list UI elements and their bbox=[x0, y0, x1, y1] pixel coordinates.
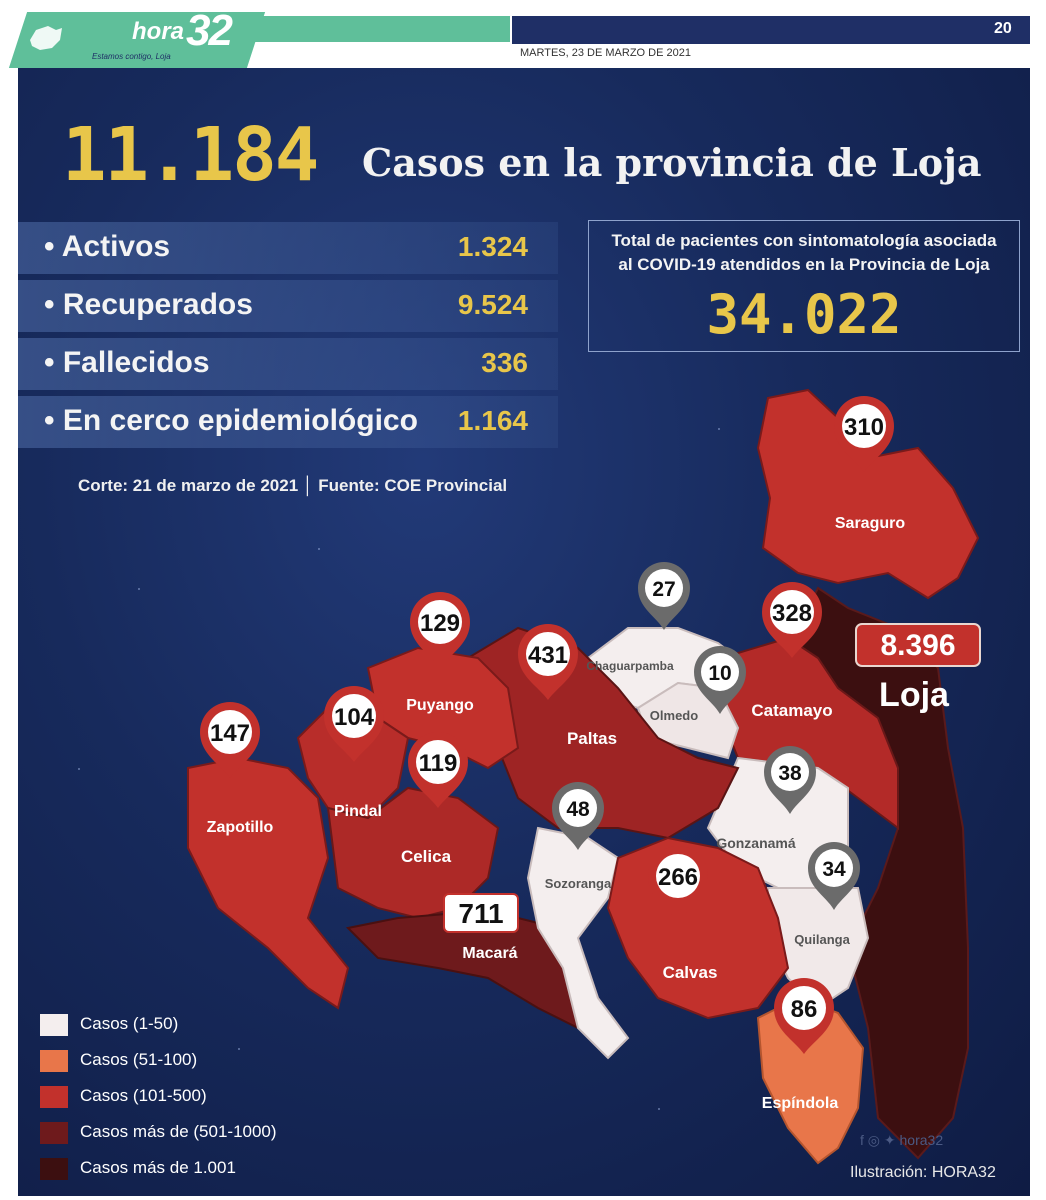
region-zapotillo bbox=[187, 756, 350, 1010]
pin-count: 147 bbox=[210, 720, 250, 747]
symptomatic-total-caption: Total de pacientes con sintomatología as… bbox=[589, 229, 1019, 277]
pin-count: 104 bbox=[334, 704, 375, 731]
pin-sozoranga: 48 bbox=[552, 782, 604, 850]
pin-count: 328 bbox=[772, 600, 812, 627]
legend-label: Casos (101-500) bbox=[80, 1086, 207, 1105]
pin-count: 27 bbox=[652, 578, 675, 601]
pin-chaguarpamba: 27 bbox=[638, 562, 690, 630]
page-number: 20 bbox=[994, 20, 1012, 37]
pin-calvas: 266 bbox=[648, 846, 708, 922]
macara-count-badge bbox=[443, 893, 519, 933]
pin-count: 310 bbox=[844, 414, 884, 441]
loja-count: 8.396 bbox=[880, 629, 955, 662]
issue-date: MARTES, 23 DE MARZO DE 2021 bbox=[520, 47, 691, 59]
stat-label: • Recuperados bbox=[44, 288, 253, 321]
logo-tagline: Estamos contigo, Loja bbox=[92, 52, 171, 61]
pin-puyango: 129 bbox=[410, 592, 470, 668]
label-calvas: Calvas bbox=[663, 963, 718, 982]
headline-title: Casos en la provincia de Loja bbox=[362, 140, 982, 185]
pin-count: 86 bbox=[791, 996, 818, 1023]
legend-label: Casos (51-100) bbox=[80, 1050, 198, 1069]
label-sozoranga: Sozoranga bbox=[545, 876, 612, 891]
legend-swatch bbox=[40, 1158, 68, 1180]
pin-count: 431 bbox=[528, 642, 568, 669]
pin-count: 119 bbox=[419, 750, 458, 777]
pin-count: 266 bbox=[658, 864, 698, 891]
stat-row-epidemiological-fence: • En cerco epidemiológico 1.164 bbox=[18, 396, 558, 448]
stat-value: 1.164 bbox=[457, 405, 528, 436]
legend-label: Casos más de 1.001 bbox=[80, 1158, 236, 1177]
macara-count: 711 bbox=[458, 898, 503, 929]
pin-count: 48 bbox=[566, 798, 590, 821]
label-macara: Macará bbox=[462, 945, 517, 962]
social-handle-text: hora32 bbox=[899, 1132, 944, 1148]
label-pindal: Pindal bbox=[334, 803, 382, 820]
loja-map-icon bbox=[30, 26, 62, 50]
loja-count-badge bbox=[855, 623, 981, 667]
social-handle: f ◎ ✦ hora32 bbox=[860, 1132, 943, 1149]
social-icons: f ◎ ✦ bbox=[860, 1132, 900, 1148]
label-zapotillo: Zapotillo bbox=[207, 819, 274, 836]
logo-32: 32 bbox=[186, 6, 233, 55]
caption-line-2: al COVID-19 atendidos en la Provincia de… bbox=[618, 255, 990, 274]
stat-label: • Activos bbox=[44, 230, 171, 263]
stat-label: • Fallecidos bbox=[44, 346, 210, 379]
legend-label: Casos más de (501-1000) bbox=[80, 1122, 277, 1141]
masthead-green-stripe bbox=[240, 16, 510, 42]
label-loja: Loja bbox=[879, 676, 950, 714]
pin-pindal: 104 bbox=[324, 686, 384, 762]
source-footnote: Corte: 21 de marzo de 2021 │ Fuente: COE… bbox=[78, 476, 508, 495]
label-catamayo: Catamayo bbox=[751, 701, 832, 720]
stat-value: 1.324 bbox=[457, 231, 528, 262]
legend-label: Casos (1-50) bbox=[80, 1014, 179, 1033]
label-quilanga: Quilanga bbox=[794, 932, 850, 947]
legend-swatch bbox=[40, 1014, 68, 1036]
pin-gonzanama: 38 bbox=[764, 746, 816, 814]
label-celica: Celica bbox=[401, 847, 452, 866]
label-gonzanama: Gonzanamá bbox=[716, 835, 796, 851]
caption-line-1: Total de pacientes con sintomatología as… bbox=[611, 231, 997, 250]
region-celica bbox=[326, 786, 500, 920]
pin-count: 10 bbox=[708, 662, 731, 685]
pin-saraguro: 310 bbox=[834, 396, 894, 472]
stat-value: 336 bbox=[481, 347, 528, 378]
masthead-blue-bar bbox=[512, 16, 1030, 44]
label-olmedo: Olmedo bbox=[650, 708, 698, 723]
label-puyango: Puyango bbox=[406, 697, 474, 714]
loja-province-map: Saraguro Chaguarpamba Olmedo Catamayo Pa… bbox=[187, 388, 981, 1165]
masthead: hora 32 Estamos contigo, Loja 20 MARTES,… bbox=[0, 0, 1046, 68]
pin-espindola: 86 bbox=[774, 978, 834, 1054]
pin-catamayo: 328 bbox=[762, 582, 822, 658]
pin-celica: 119 bbox=[408, 732, 468, 808]
stat-row-active: • Activos 1.324 bbox=[18, 222, 558, 274]
pin-count: 129 bbox=[420, 610, 460, 637]
symptomatic-total-number: 34.022 bbox=[706, 283, 902, 346]
total-cases-number: 11.184 bbox=[62, 112, 319, 198]
label-saraguro: Saraguro bbox=[835, 515, 905, 532]
pin-quilanga: 34 bbox=[808, 842, 860, 910]
stat-value: 9.524 bbox=[457, 289, 528, 320]
legend-swatch bbox=[40, 1050, 68, 1072]
stat-row-recovered: • Recuperados 9.524 bbox=[18, 280, 558, 332]
label-paltas: Paltas bbox=[567, 729, 617, 748]
legend-swatch bbox=[40, 1122, 68, 1144]
stat-row-deceased: • Fallecidos 336 bbox=[18, 338, 558, 390]
illustration-credit: Ilustración: HORA32 bbox=[850, 1164, 996, 1181]
legend-swatch bbox=[40, 1086, 68, 1108]
symptomatic-total-box: Total de pacientes con sintomatología as… bbox=[588, 220, 1020, 352]
infographic-panel: 11.184 Casos en la provincia de Loja • A… bbox=[18, 68, 1030, 1196]
pin-zapotillo: 147 bbox=[200, 702, 260, 778]
logo-hora: hora bbox=[132, 18, 185, 45]
pin-count: 34 bbox=[822, 858, 846, 881]
pin-count: 38 bbox=[778, 762, 802, 785]
label-chaguarpamba: Chaguarpamba bbox=[586, 659, 674, 673]
label-espindola: Espíndola bbox=[762, 1095, 839, 1112]
stat-label: • En cerco epidemiológico bbox=[44, 404, 418, 437]
pin-paltas: 431 bbox=[518, 624, 578, 700]
pin-olmedo: 10 bbox=[694, 646, 746, 714]
